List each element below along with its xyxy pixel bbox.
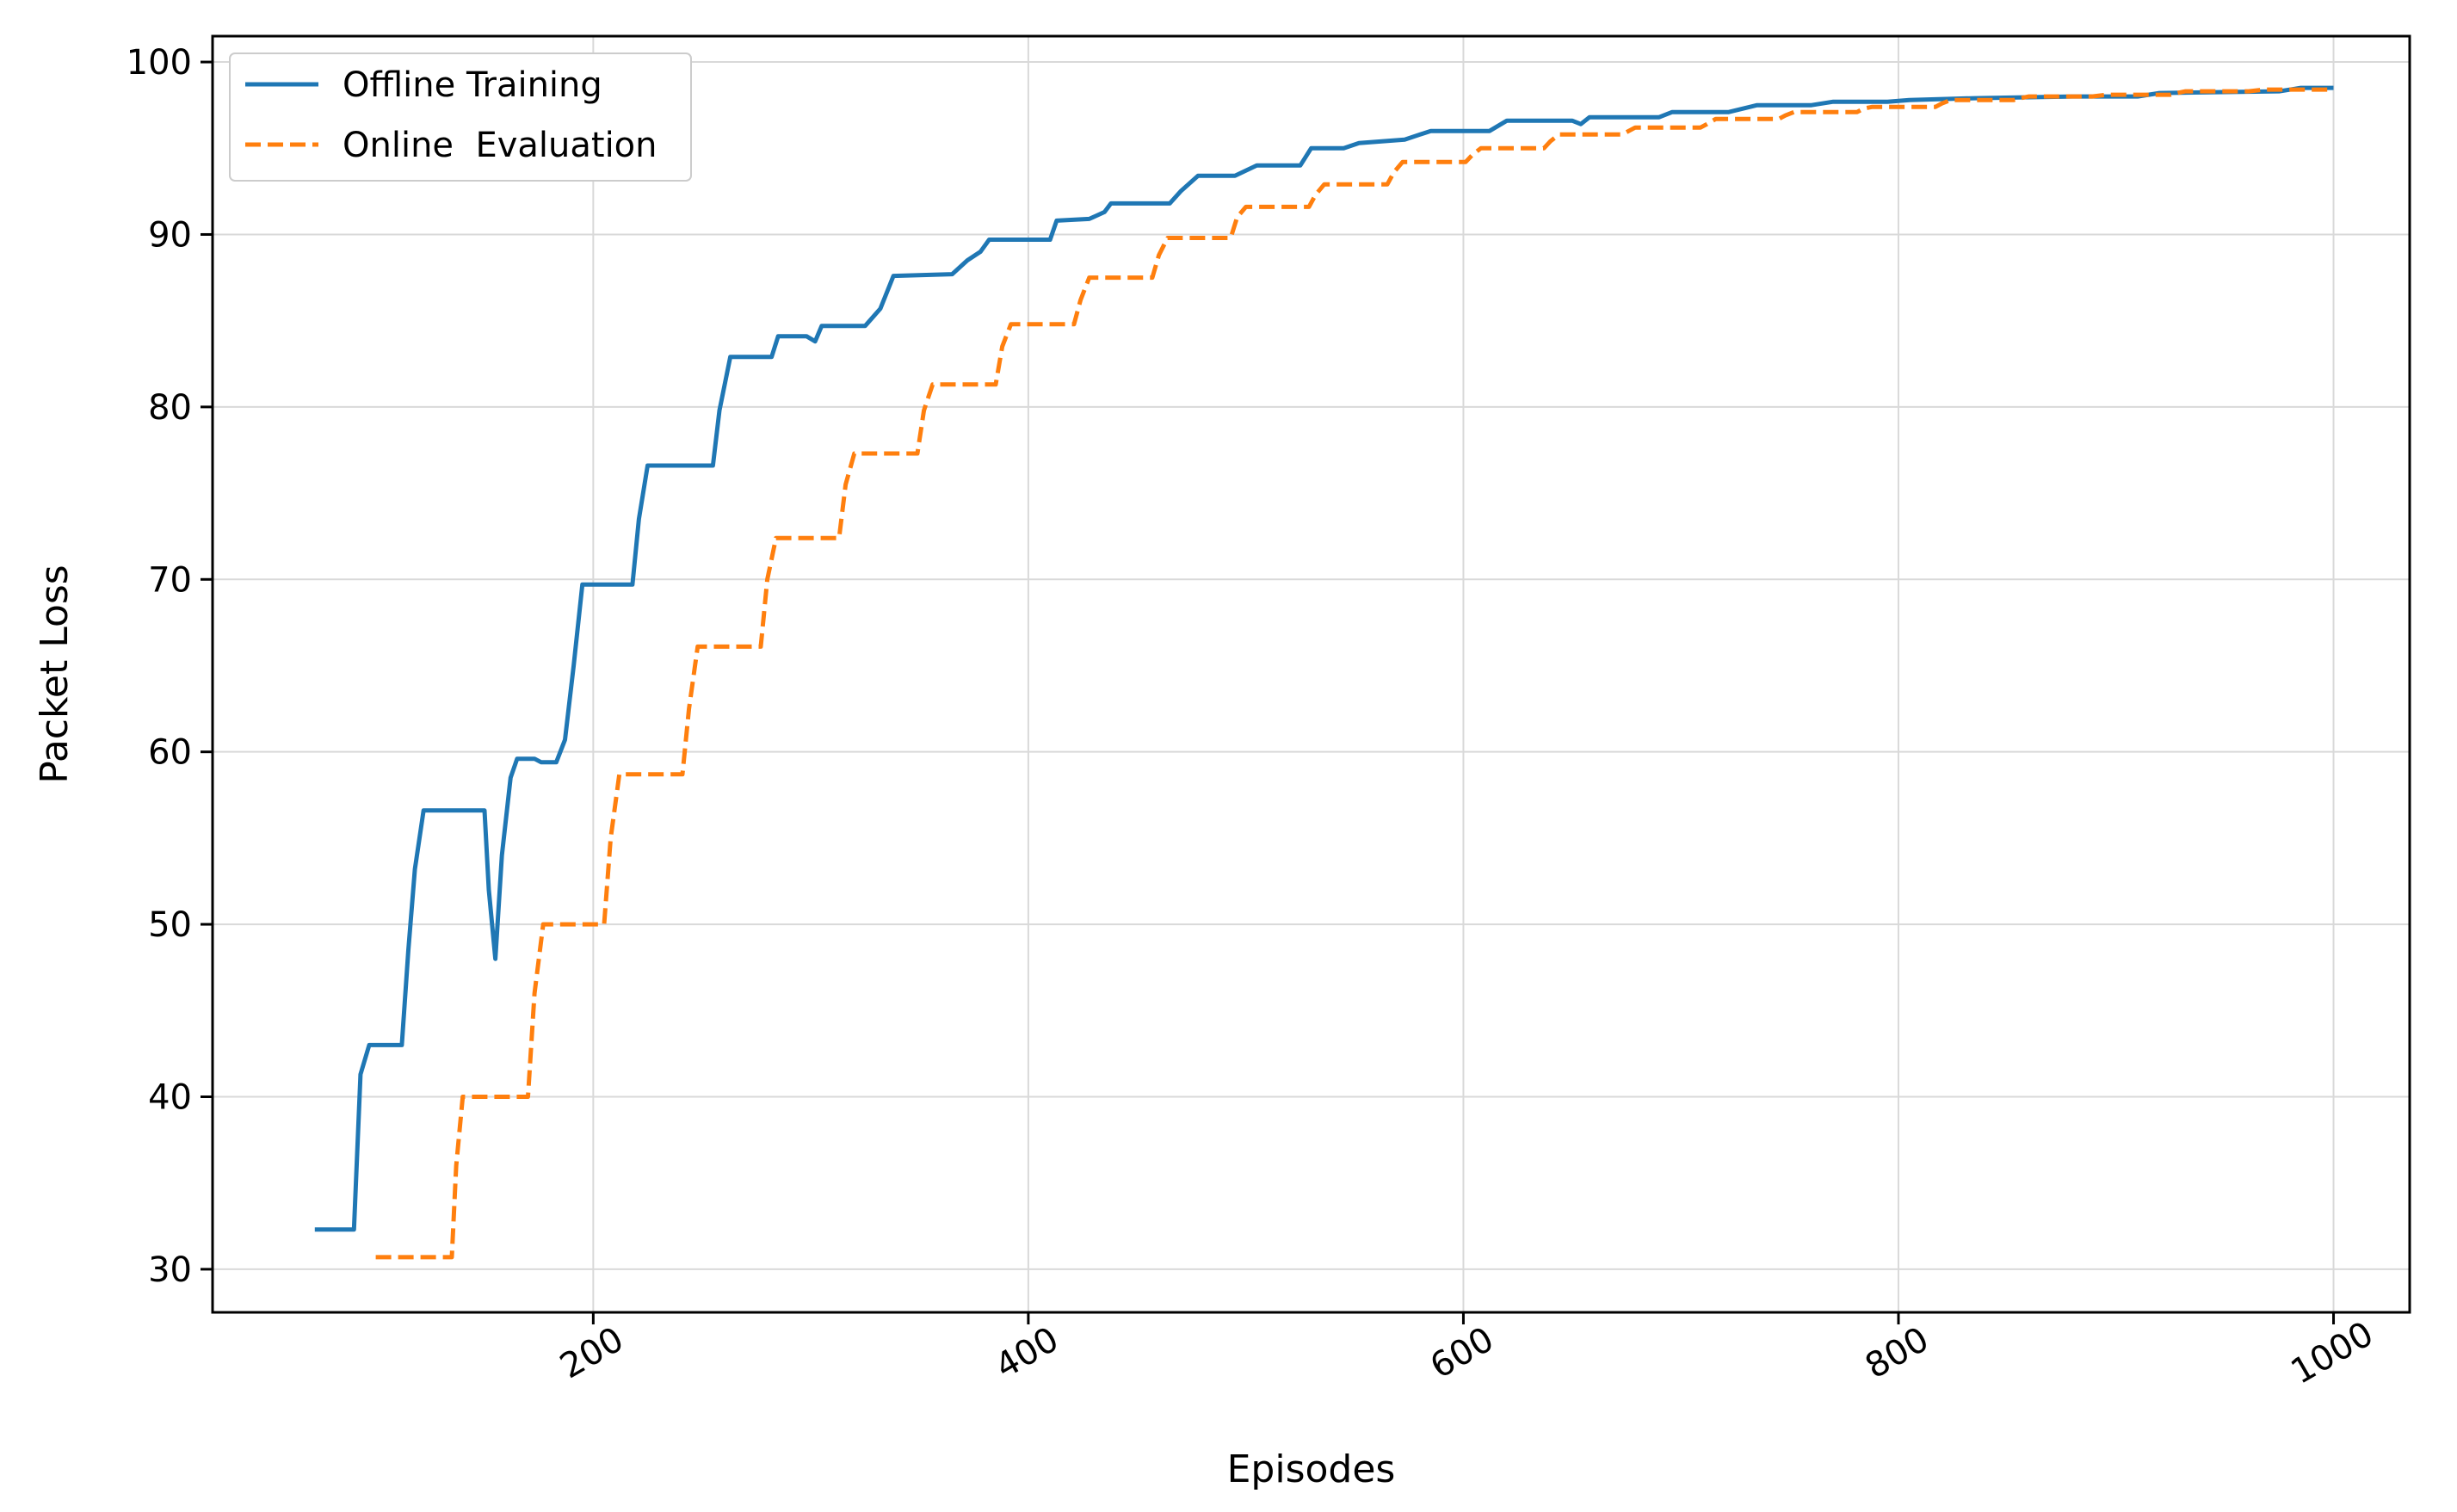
y-tick-label-90: 90 [148,215,192,255]
series-line-online-evaluation [375,87,2334,1260]
legend-label-online-evaluation: Online Evaluation [343,126,657,165]
grid [213,36,2410,1312]
y-axis-ticks: 30 40 50 60 70 80 90 100 [127,43,213,1290]
y-axis-label: Packet Loss [33,565,77,783]
plot-lines [314,85,2334,1260]
plot-frame [211,34,2411,1314]
series-line-offline-training [314,85,2334,1232]
y-tick-label-80: 80 [148,388,192,428]
legend-box [229,52,692,182]
y-tick-label-60: 60 [148,733,192,773]
y-tick-label-70: 70 [148,560,192,600]
y-tick-label-30: 30 [148,1250,192,1290]
legend-label-offline-training: Offline Training [343,65,602,105]
y-tick-label-100: 100 [127,43,192,83]
y-tick-label-50: 50 [148,905,192,945]
y-tick-label-40: 40 [148,1077,192,1117]
legend: Offline Training Online Evaluation [229,52,692,182]
x-axis-label: Episodes [1227,1447,1396,1491]
